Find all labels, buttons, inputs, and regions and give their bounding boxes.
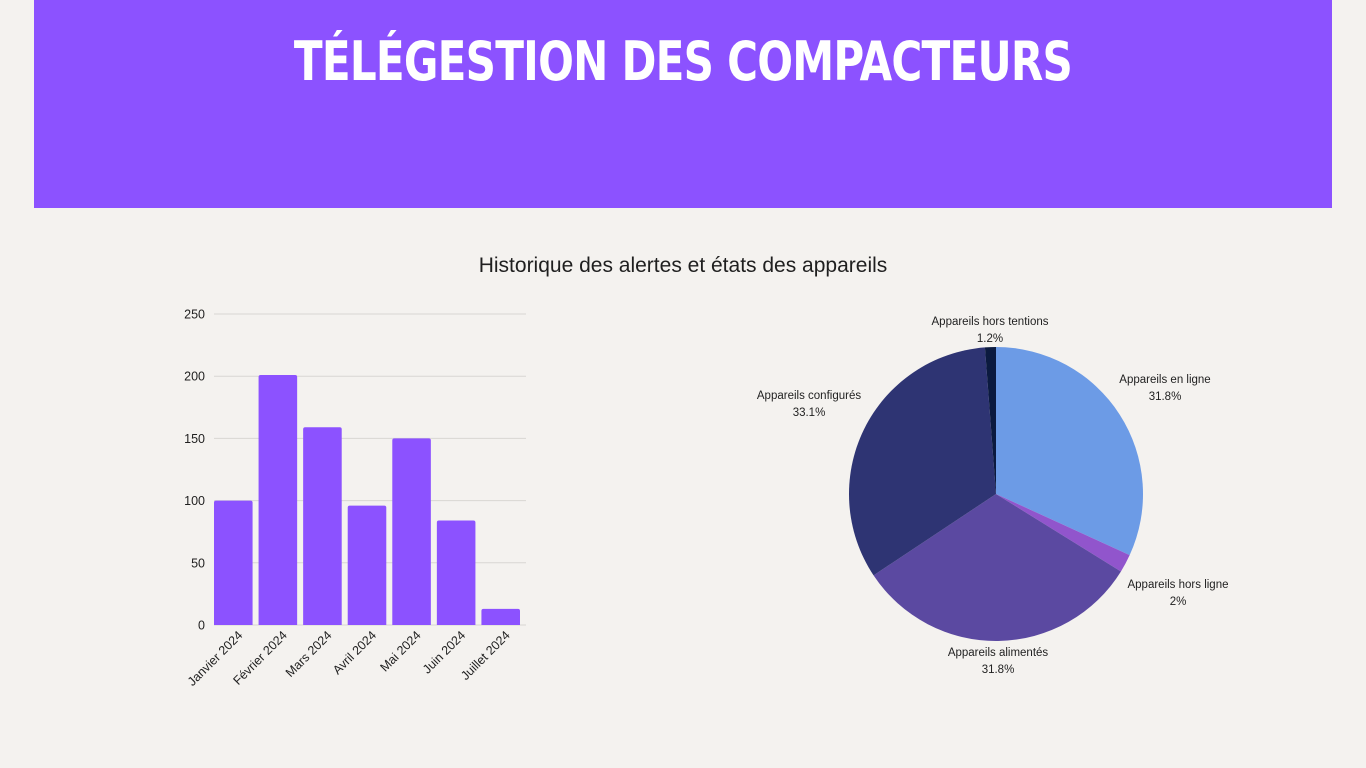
pie-slice-value: 31.8% [982, 664, 1015, 676]
pie-slice-label: Appareils hors ligne [1127, 579, 1228, 591]
pie-slice [848, 347, 996, 576]
y-tick-label: 250 [184, 308, 205, 322]
bar [258, 374, 298, 625]
x-category-label: Avril 2024 [330, 628, 379, 677]
pie-slice-value: 33.1% [793, 407, 826, 419]
x-category-label: Mars 2024 [283, 628, 335, 680]
bar [214, 500, 253, 625]
y-tick-label: 150 [184, 432, 205, 446]
pie-slice [873, 494, 1121, 641]
y-tick-label: 0 [198, 619, 205, 633]
pie-slice-label: Appareils alimentés [948, 647, 1049, 659]
bar [436, 520, 476, 625]
pie-slice-value: 1.2% [977, 333, 1003, 345]
bar [303, 427, 342, 625]
chart-title: Historique des alertes et états des appa… [478, 254, 888, 277]
page-title: Télégestion des compacteurs [293, 30, 1073, 93]
pie-slice-label: Appareils hors tentions [932, 316, 1049, 328]
header-banner: Télégestion des compacteurs [34, 0, 1332, 208]
bar [392, 438, 431, 625]
pie-slice-label: Appareils configurés [757, 390, 861, 402]
y-tick-label: 200 [184, 370, 205, 384]
pie-slice-value: 31.8% [1149, 391, 1182, 403]
bar [481, 608, 520, 625]
pie-chart: Appareils en ligne 31.8% Appareils hors li… [757, 316, 1229, 676]
pie-slice [996, 347, 1143, 556]
pie-slice-value: 2% [1170, 596, 1187, 608]
bar [347, 505, 387, 625]
pie-slice [984, 347, 996, 494]
pie-slice [996, 494, 1130, 572]
y-tick-label: 50 [191, 556, 205, 570]
y-tick-label: 100 [184, 494, 205, 508]
x-category-label: Mai 2024 [377, 628, 423, 674]
pie-slice-label: Appareils en ligne [1119, 374, 1210, 386]
